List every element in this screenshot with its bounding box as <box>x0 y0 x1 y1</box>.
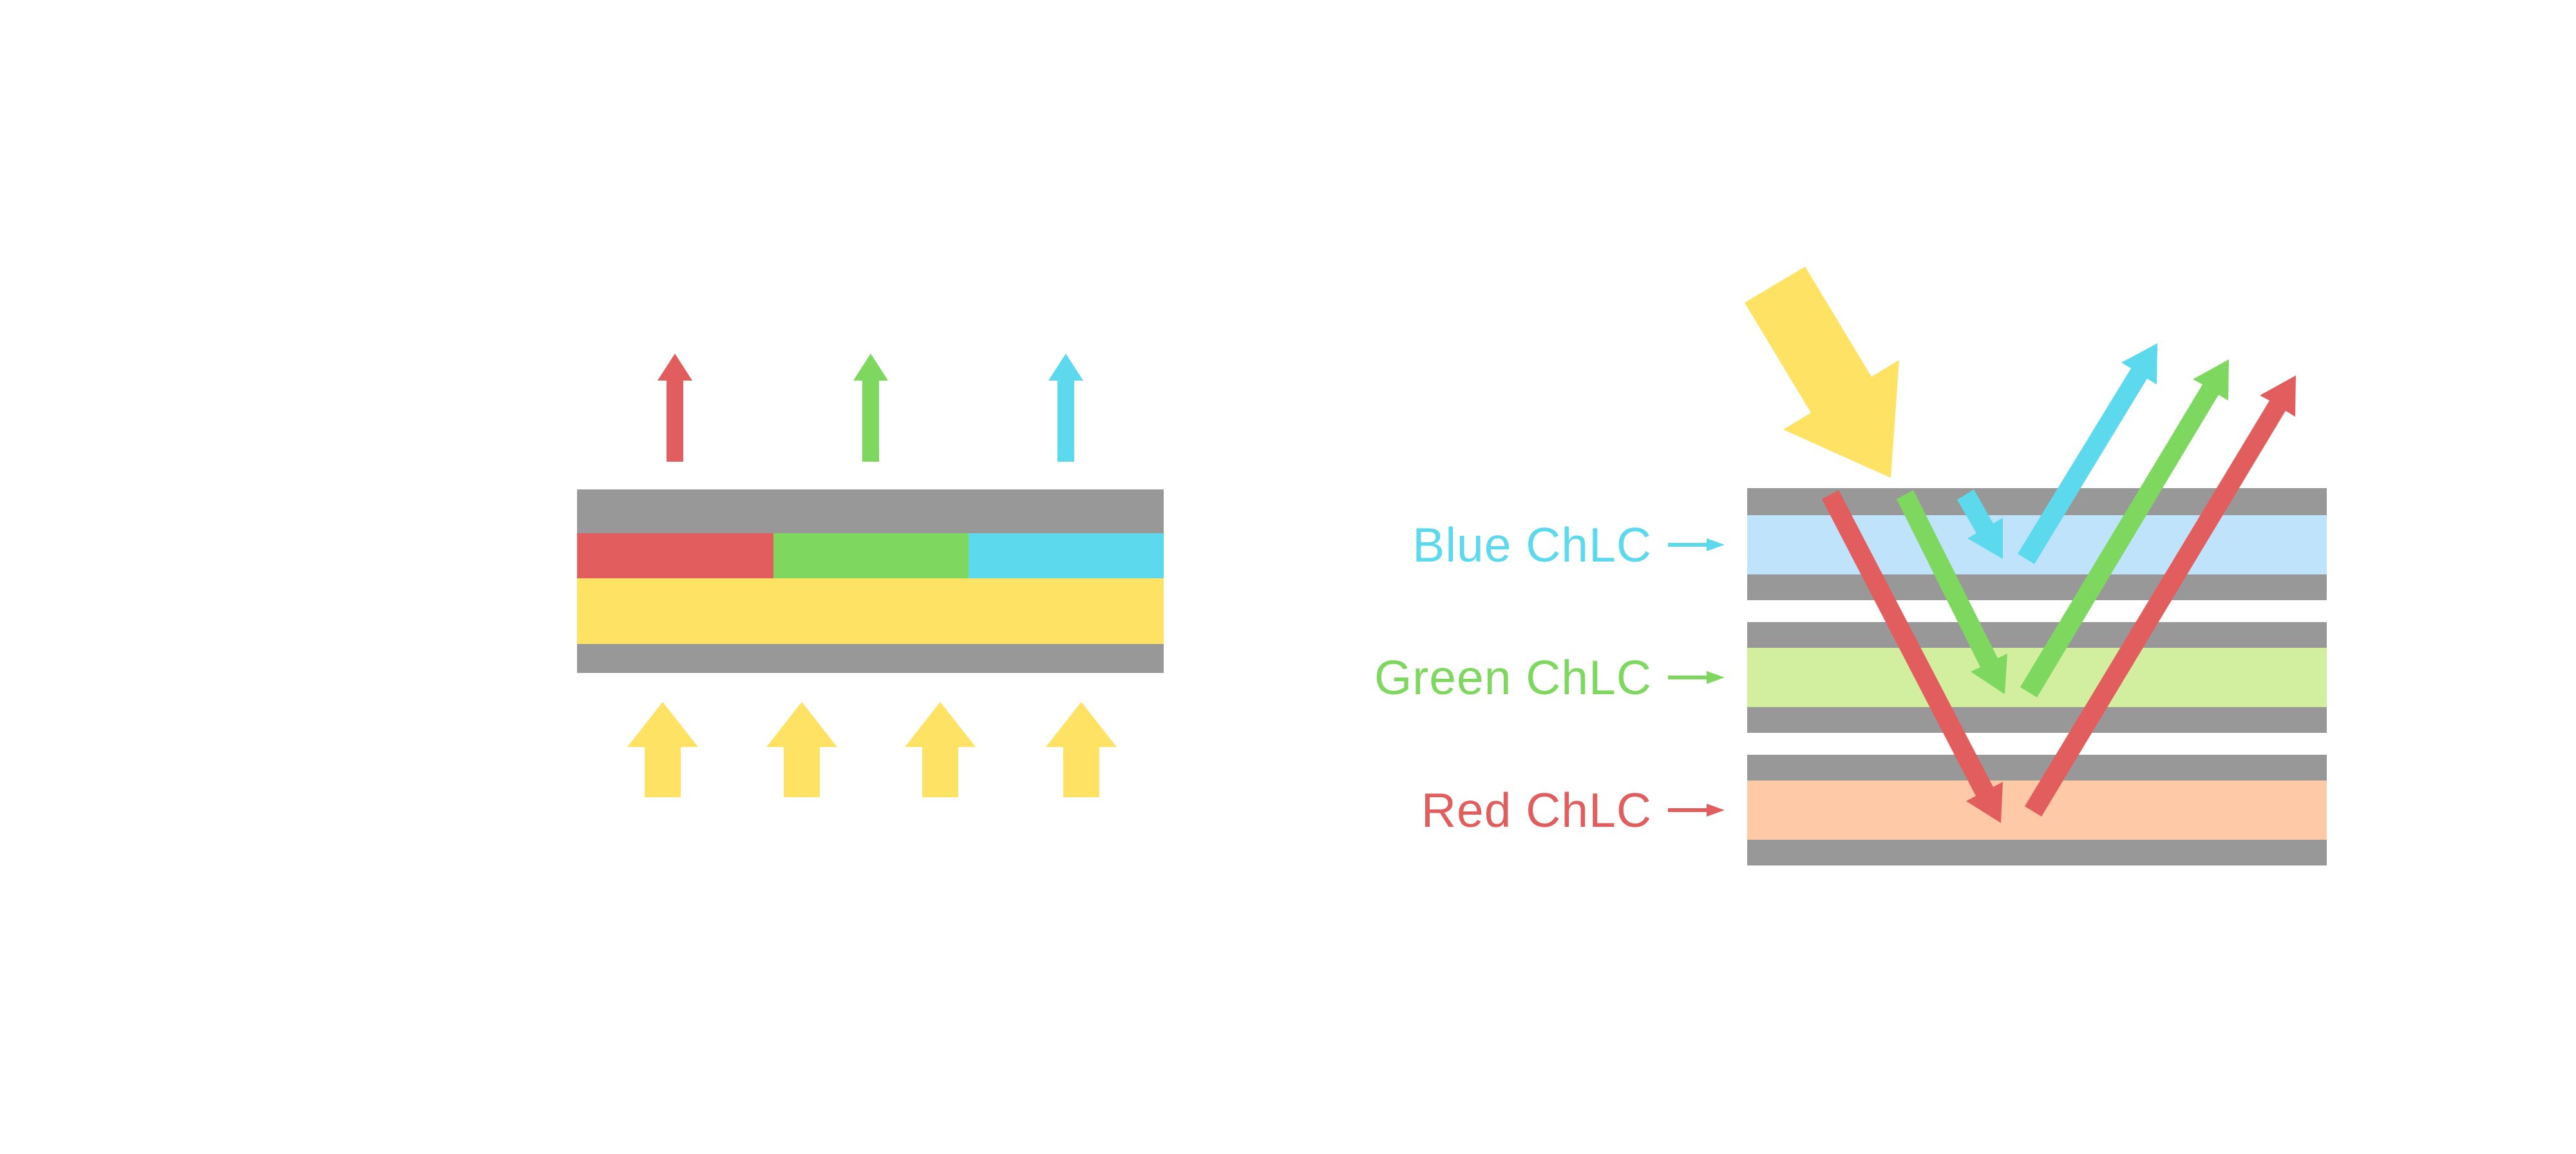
emitted-red-light-arrow-icon <box>658 354 692 462</box>
substrate-layer-5 <box>1747 755 2327 780</box>
emitted-blue-light-arrow-icon <box>1048 354 1083 462</box>
left-diagram-backlit-display <box>577 354 1164 797</box>
substrate-layer-4 <box>1747 707 2327 733</box>
red-ray-descending-arrow-icon <box>1822 490 2003 823</box>
red-subpixel-filter <box>577 533 773 578</box>
backlight-arrow-icon-3 <box>905 702 976 797</box>
green-label-pointer-arrow-icon <box>1668 671 1725 684</box>
blue-ray-descending-arrow-icon <box>1957 489 2003 559</box>
blue-subpixel-filter <box>969 533 1164 578</box>
emitted-green-light-arrow-icon <box>853 354 888 462</box>
red-label-pointer-arrow-icon <box>1668 804 1725 817</box>
backlight-arrow-icon-2 <box>766 702 837 797</box>
substrate-layer-6 <box>1747 840 2327 866</box>
substrate-layer-2 <box>1747 574 2327 600</box>
backlight-arrow-icon-1 <box>627 702 698 797</box>
green-ray-descending-arrow-icon <box>1897 490 2007 694</box>
incident-light-arrow-icon <box>1745 267 1899 478</box>
red-ray-reflected-arrow-icon <box>2025 375 2296 817</box>
right-diagram-chlc-stack: Blue ChLC Green ChLC Red ChLC <box>1374 267 2327 866</box>
green-chlc-label: Green ChLC <box>1374 650 1652 705</box>
backlight-layer <box>577 578 1164 644</box>
substrate-layer-3 <box>1747 622 2327 648</box>
top-glass-layer <box>577 489 1164 533</box>
blue-ray-reflected-arrow-icon <box>2018 343 2157 564</box>
red-chlc-label: Red ChLC <box>1421 783 1652 837</box>
green-ray-reflected-arrow-icon <box>2020 359 2229 697</box>
blue-label-pointer-arrow-icon <box>1668 538 1725 551</box>
green-subpixel-filter <box>773 533 969 578</box>
blue-chlc-label: Blue ChLC <box>1412 518 1652 572</box>
backlight-arrow-icon-4 <box>1046 702 1117 797</box>
bottom-glass-layer <box>577 644 1164 673</box>
